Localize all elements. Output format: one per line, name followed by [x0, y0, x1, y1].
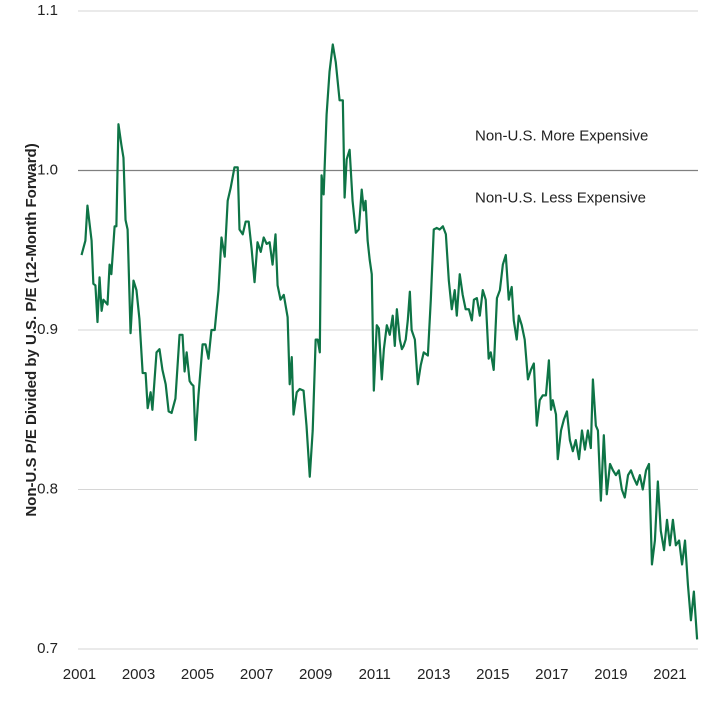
x-tick-label: 2017 [535, 666, 568, 683]
x-tick-label: 2003 [122, 666, 155, 683]
x-tick-label: 2011 [359, 666, 391, 683]
y-tick-label: 0.7 [37, 640, 58, 657]
x-tick-label: 2007 [240, 666, 273, 683]
x-tick-label: 2005 [181, 666, 214, 683]
y-tick-label: 0.9 [37, 321, 58, 338]
annotation: Non-U.S. Less Expensive [475, 189, 646, 206]
annotation: Non-U.S. More Expensive [475, 127, 648, 144]
x-tick-label: 2013 [417, 666, 450, 683]
x-tick-label: 2009 [299, 666, 332, 683]
data-line [80, 43, 699, 640]
y-tick-label: 0.8 [37, 480, 58, 497]
x-tick-label: 2015 [476, 666, 509, 683]
x-tick-label: 2001 [63, 666, 96, 683]
y-tick-label: 1.0 [37, 161, 58, 178]
x-tick-label: 2021 [653, 666, 686, 683]
y-tick-label: 1.1 [37, 2, 58, 19]
y-axis-label: Non-U.S P/E Divided by U.S. P/E (12-Mont… [23, 143, 40, 516]
x-tick-label: 2019 [594, 666, 627, 683]
